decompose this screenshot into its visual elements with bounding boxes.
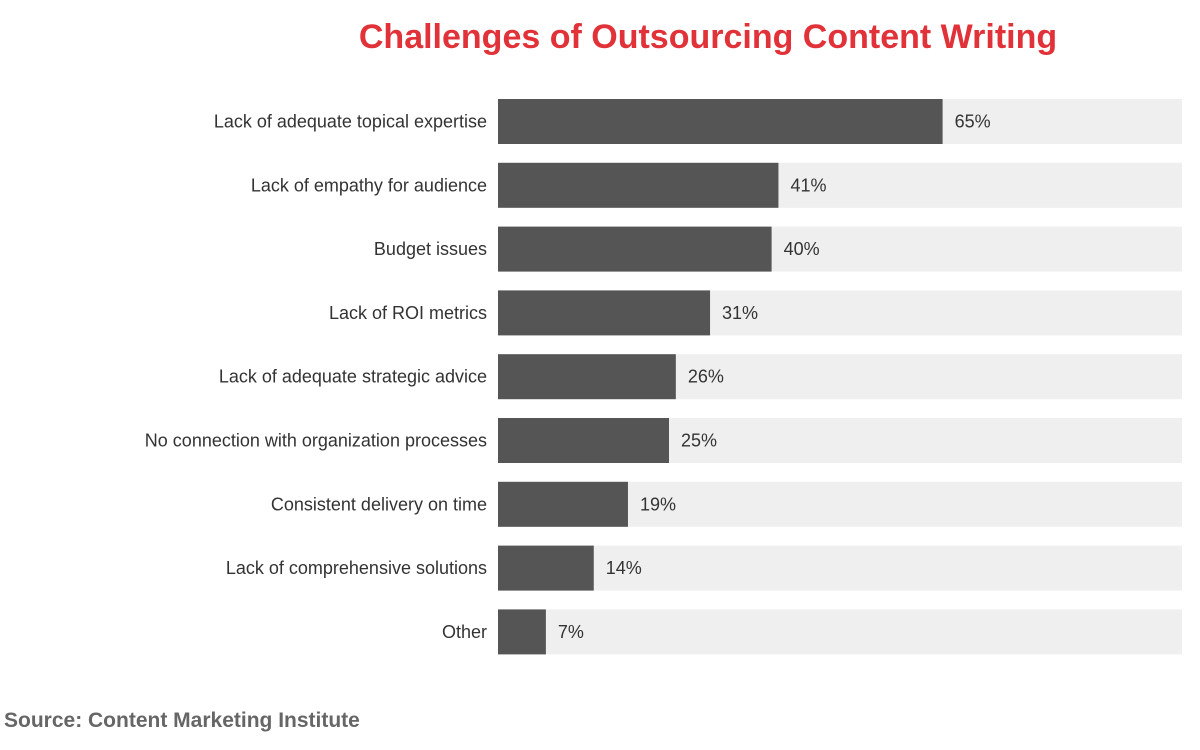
category-label: Lack of ROI metrics [329,303,487,323]
value-label: 19% [640,494,676,514]
bar [498,354,676,400]
bar-row: Lack of ROI metrics 31% [329,290,1182,336]
chart-title: Challenges of Outsourcing Content Writin… [358,18,1058,56]
category-label: Other [442,622,487,642]
bar [498,290,711,336]
value-label: 26% [688,367,724,387]
bar-row: Budget issues 40% [374,226,1182,272]
category-label: Budget issues [374,239,487,259]
category-label: Consistent delivery on time [271,494,487,514]
category-label: Lack of empathy for audience [251,175,487,195]
bar [498,226,772,272]
value-label: 41% [790,175,826,195]
value-label: 14% [606,558,642,578]
value-label: 40% [784,239,820,259]
bar-row: No connection with organization processe… [145,418,1182,463]
bar [498,99,943,144]
bar [498,418,669,463]
bar [498,162,779,208]
bar-row: Consistent delivery on time 19% [271,481,1182,527]
bar-track [498,545,1182,591]
bar-row: Lack of empathy for audience 41% [251,162,1182,208]
bar-row: Lack of adequate topical expertise 65% [214,99,1182,144]
value-label: 65% [955,112,991,132]
bar [498,609,546,655]
source-note: Source: Content Marketing Institute [4,709,360,732]
value-label: 7% [558,622,584,642]
value-label: 25% [681,431,717,451]
bar-row: Lack of adequate strategic advice 26% [219,354,1182,400]
category-label: Lack of adequate topical expertise [214,112,487,132]
bar [498,481,628,527]
bar-track [498,609,1182,655]
category-label: Lack of adequate strategic advice [219,367,487,387]
category-label: Lack of comprehensive solutions [226,558,487,578]
category-label: No connection with organization processe… [145,431,487,451]
value-label: 31% [722,303,758,323]
bar-row: Lack of comprehensive solutions 14% [226,545,1182,591]
bar [498,545,594,591]
bar-row: Other 7% [442,609,1182,655]
